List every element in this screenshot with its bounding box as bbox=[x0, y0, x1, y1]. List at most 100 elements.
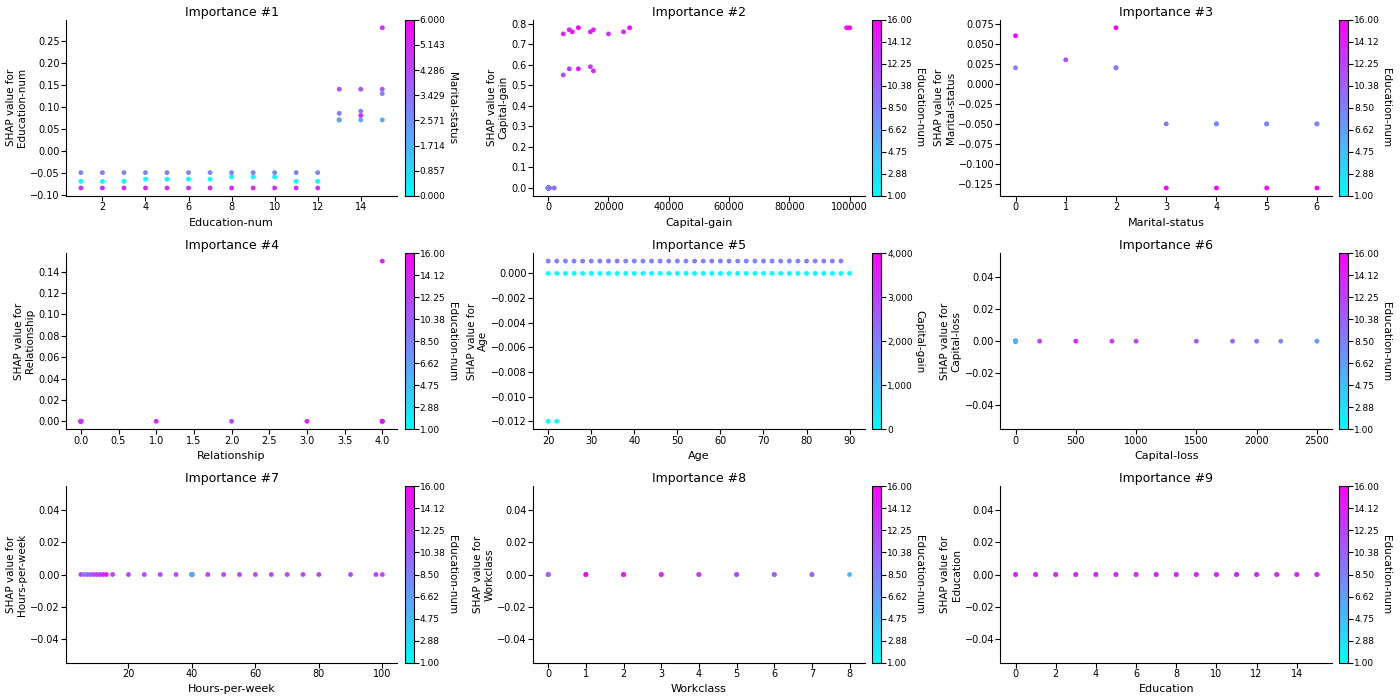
Point bbox=[1124, 335, 1147, 346]
Point bbox=[242, 167, 265, 178]
Point bbox=[538, 268, 560, 279]
Point bbox=[220, 183, 242, 194]
Point bbox=[1044, 569, 1067, 580]
X-axis label: Hours-per-week: Hours-per-week bbox=[188, 685, 276, 694]
Point bbox=[113, 167, 136, 178]
Point bbox=[1186, 569, 1208, 580]
Y-axis label: Education-num: Education-num bbox=[914, 535, 924, 614]
Point bbox=[623, 256, 645, 267]
Point bbox=[286, 176, 308, 187]
Point bbox=[1100, 335, 1123, 346]
Point bbox=[1004, 335, 1026, 346]
Point bbox=[70, 183, 92, 194]
Point bbox=[339, 569, 361, 580]
Point bbox=[350, 114, 372, 125]
Point bbox=[1225, 569, 1247, 580]
Point bbox=[743, 268, 766, 279]
Point bbox=[552, 28, 574, 39]
Point bbox=[770, 256, 792, 267]
Point bbox=[350, 83, 372, 94]
Point bbox=[538, 569, 560, 580]
Point bbox=[1085, 569, 1107, 580]
Point bbox=[727, 256, 749, 267]
Point bbox=[220, 416, 242, 427]
Point bbox=[539, 183, 561, 194]
Point bbox=[1004, 569, 1026, 580]
Point bbox=[1105, 62, 1127, 74]
Point bbox=[307, 183, 329, 194]
Y-axis label: SHAP value for
Capital-loss: SHAP value for Capital-loss bbox=[941, 302, 962, 380]
Point bbox=[666, 268, 689, 279]
Point bbox=[1165, 569, 1187, 580]
Point bbox=[612, 569, 634, 580]
X-axis label: Capital-loss: Capital-loss bbox=[1134, 451, 1198, 461]
Point bbox=[615, 268, 637, 279]
Point bbox=[839, 22, 861, 34]
Y-axis label: Education-num: Education-num bbox=[1382, 69, 1392, 148]
Point bbox=[70, 416, 92, 427]
Point bbox=[567, 63, 589, 74]
Y-axis label: SHAP value for
Marital-status: SHAP value for Marital-status bbox=[934, 69, 956, 146]
X-axis label: Capital-gain: Capital-gain bbox=[665, 218, 732, 228]
Point bbox=[178, 167, 200, 178]
Point bbox=[155, 174, 178, 185]
Point bbox=[650, 256, 672, 267]
Point bbox=[113, 176, 136, 187]
Point bbox=[752, 268, 774, 279]
Point bbox=[1064, 569, 1086, 580]
Point bbox=[1004, 335, 1026, 346]
Point bbox=[1165, 569, 1187, 580]
Point bbox=[70, 167, 92, 178]
Point bbox=[328, 114, 350, 125]
Point bbox=[1155, 118, 1177, 130]
Point bbox=[687, 569, 710, 580]
Point bbox=[538, 183, 560, 194]
Point bbox=[371, 416, 393, 427]
Point bbox=[70, 176, 92, 187]
Point bbox=[1064, 335, 1086, 346]
Point bbox=[295, 416, 318, 427]
Point bbox=[658, 256, 680, 267]
Point bbox=[1105, 62, 1127, 74]
Point bbox=[220, 172, 242, 183]
Point bbox=[1246, 569, 1268, 580]
Y-axis label: SHAP value for
Hours-per-week: SHAP value for Hours-per-week bbox=[6, 533, 27, 615]
Point bbox=[580, 61, 602, 72]
Point bbox=[181, 569, 203, 580]
Point bbox=[582, 25, 605, 36]
Point bbox=[1004, 30, 1026, 41]
Point bbox=[683, 256, 706, 267]
Point bbox=[1205, 569, 1228, 580]
Point bbox=[571, 268, 594, 279]
Point bbox=[1256, 118, 1278, 130]
Point bbox=[199, 183, 221, 194]
Point bbox=[801, 569, 823, 580]
Point bbox=[1256, 183, 1278, 194]
Point bbox=[812, 256, 834, 267]
Point bbox=[822, 256, 844, 267]
Point bbox=[263, 183, 286, 194]
X-axis label: Marital-status: Marital-status bbox=[1128, 218, 1204, 228]
Point bbox=[178, 183, 200, 194]
Point bbox=[228, 569, 251, 580]
Point bbox=[598, 268, 620, 279]
Point bbox=[155, 183, 178, 194]
Point bbox=[538, 569, 560, 580]
Point bbox=[91, 176, 113, 187]
Point bbox=[582, 65, 605, 76]
Point bbox=[1270, 335, 1292, 346]
Point bbox=[76, 569, 98, 580]
Point bbox=[1306, 118, 1329, 130]
Point bbox=[538, 183, 560, 194]
Point bbox=[658, 268, 680, 279]
Point bbox=[725, 569, 748, 580]
Point bbox=[538, 256, 560, 267]
Point bbox=[1306, 569, 1329, 580]
Y-axis label: Education-num: Education-num bbox=[914, 69, 924, 148]
Point bbox=[538, 416, 560, 427]
Point bbox=[1004, 335, 1026, 346]
Point bbox=[148, 569, 171, 580]
Point bbox=[199, 174, 221, 185]
Point bbox=[1124, 569, 1147, 580]
Point bbox=[101, 569, 123, 580]
